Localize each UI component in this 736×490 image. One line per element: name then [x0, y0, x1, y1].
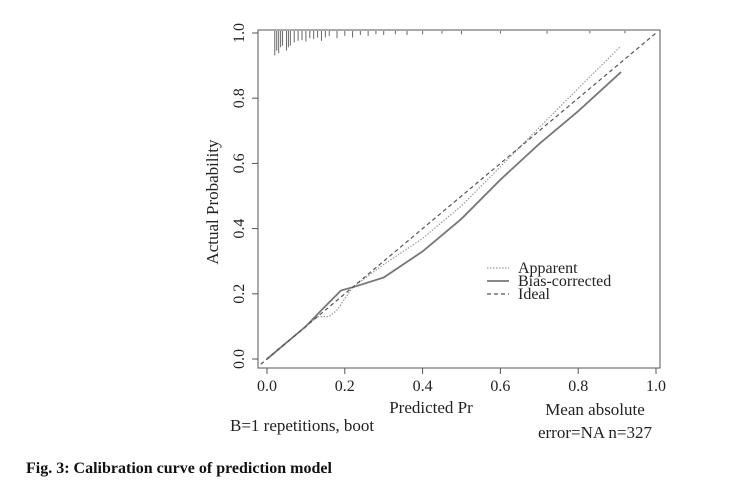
y-tick-label: 0.4 [231, 219, 248, 239]
y-tick-label: 1.0 [231, 23, 248, 43]
mean-absolute-error-note-line1: Mean absolute [545, 400, 645, 419]
x-tick-label: 0.2 [335, 378, 355, 395]
y-tick-label: 0.6 [231, 153, 248, 173]
y-tick-label: 0.0 [231, 349, 248, 369]
x-tick-label: 1.0 [646, 378, 666, 395]
figure-caption: Fig. 3: Calibration curve of prediction … [26, 460, 332, 477]
legend-label: Bias-corrected [518, 273, 611, 290]
y-tick-label: 0.8 [231, 88, 248, 108]
series-lines [258, 32, 657, 368]
y-axis-label: Actual Probability [203, 139, 222, 265]
y-tick-label: 0.2 [231, 284, 248, 304]
plot-frame [257, 29, 661, 369]
series-ideal-line [258, 32, 657, 368]
legend-label: Apparent [518, 260, 578, 277]
x-tick-label: 0.4 [413, 378, 433, 395]
axes: 0.0 0.2 0.4 0.6 0.8 1.0 0.0 0.2 0.4 0.6 0.8 1.0 [231, 23, 666, 395]
x-tick-label: 0.6 [490, 378, 510, 395]
x-tick-label: 0.0 [257, 378, 277, 395]
x-tick-label: 0.8 [568, 378, 588, 395]
rug-marks [274, 31, 626, 56]
calibration-chart: 0.0 0.2 0.4 0.6 0.8 1.0 0.0 0.2 0.4 0.6 0.8 1.0 App… [203, 23, 666, 442]
series-bias-corrected-line [266, 71, 622, 360]
repetitions-note: B=1 repetitions, boot [230, 416, 374, 435]
legend-label: Ideal [518, 286, 551, 303]
x-axis-label: Predicted Pr [389, 398, 473, 417]
mean-absolute-error-note-line2: error=NA n=327 [538, 423, 653, 442]
